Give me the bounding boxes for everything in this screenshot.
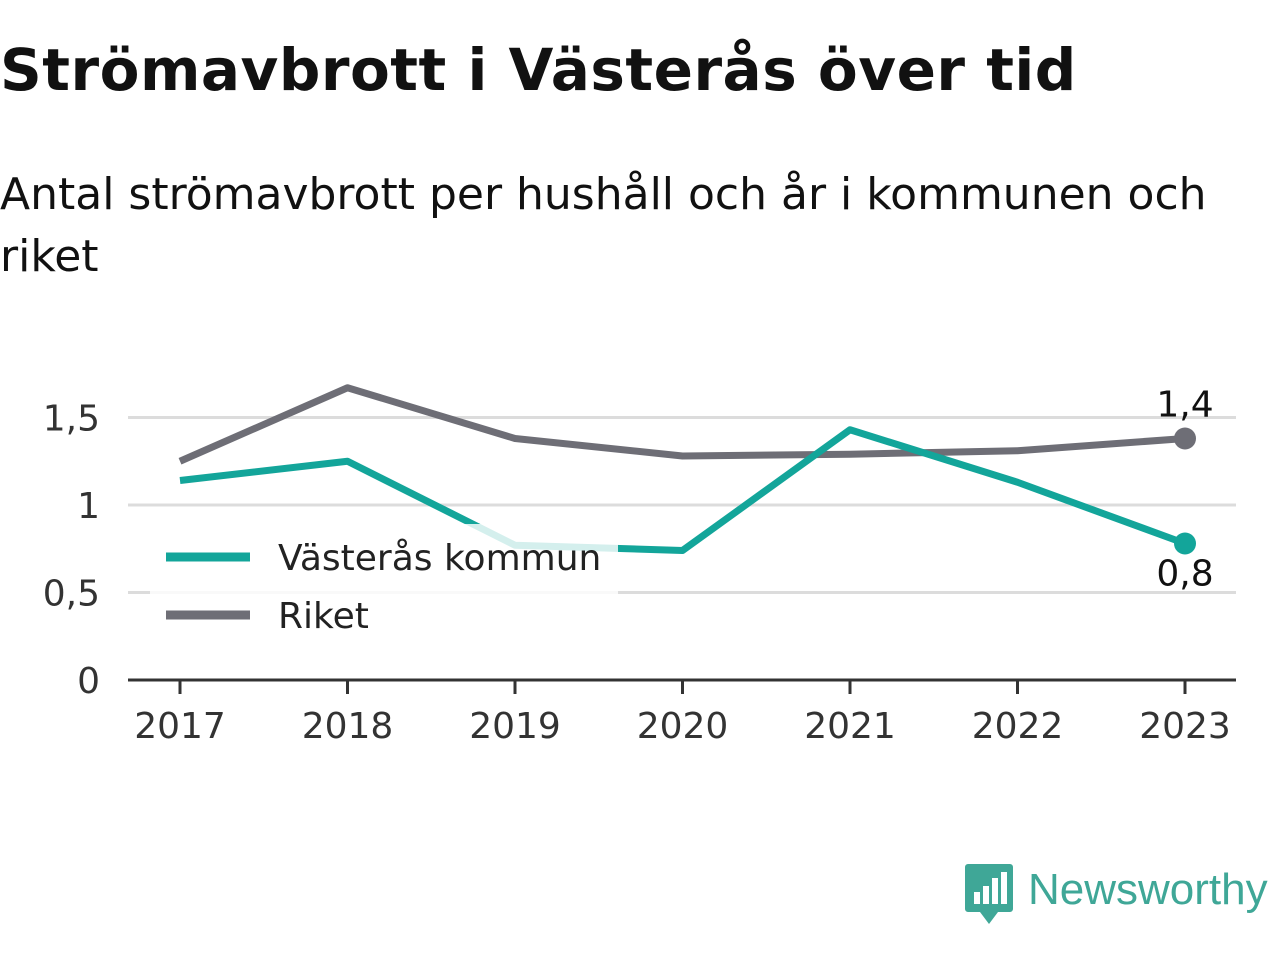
x-tick-label: 2023: [1139, 706, 1231, 747]
end-point-marker: [1174, 427, 1196, 450]
series-line-vasteras: [179, 426, 1187, 554]
x-tick-label: 2017: [134, 706, 226, 747]
chart-title: Strömavbrott i Västerås över tid: [0, 36, 1077, 104]
end-value-label: 0,8: [1156, 554, 1213, 595]
brand-logo: Newsworthy: [964, 862, 1268, 926]
newsworthy-logo-icon: [965, 864, 1013, 924]
y-tick-label: 0: [77, 661, 100, 702]
y-tick-label: 1,5: [43, 399, 100, 440]
x-tick-label: 2018: [302, 706, 394, 747]
brand-name: Newsworthy: [1028, 865, 1268, 914]
end-value-labels: 0,8 1,4: [1156, 385, 1213, 595]
y-tick-label: 1: [77, 486, 100, 527]
x-tick-label: 2019: [469, 706, 561, 747]
x-axis: 2017 2018 2019 2020 2021 2022 2023: [128, 678, 1236, 747]
x-tick-label: 2022: [972, 706, 1064, 747]
chart-subtitle: Antal strömavbrott per hushåll och år i …: [0, 169, 1207, 282]
end-point-marker: [1174, 532, 1196, 555]
series-line-riket: [178, 384, 1186, 465]
x-tick-label: 2021: [804, 706, 896, 747]
y-tick-label: 0,5: [43, 574, 100, 615]
legend-background: [150, 524, 618, 642]
series-lines: [178, 384, 1187, 554]
legend-label: Riket: [278, 596, 369, 637]
legend-label: Västerås kommun: [278, 538, 601, 579]
y-axis: 0 0,5 1 1,5: [43, 399, 100, 703]
legend: Västerås kommun Riket: [150, 524, 618, 642]
x-tick-label: 2020: [637, 706, 729, 747]
end-value-label: 1,4: [1156, 385, 1213, 426]
